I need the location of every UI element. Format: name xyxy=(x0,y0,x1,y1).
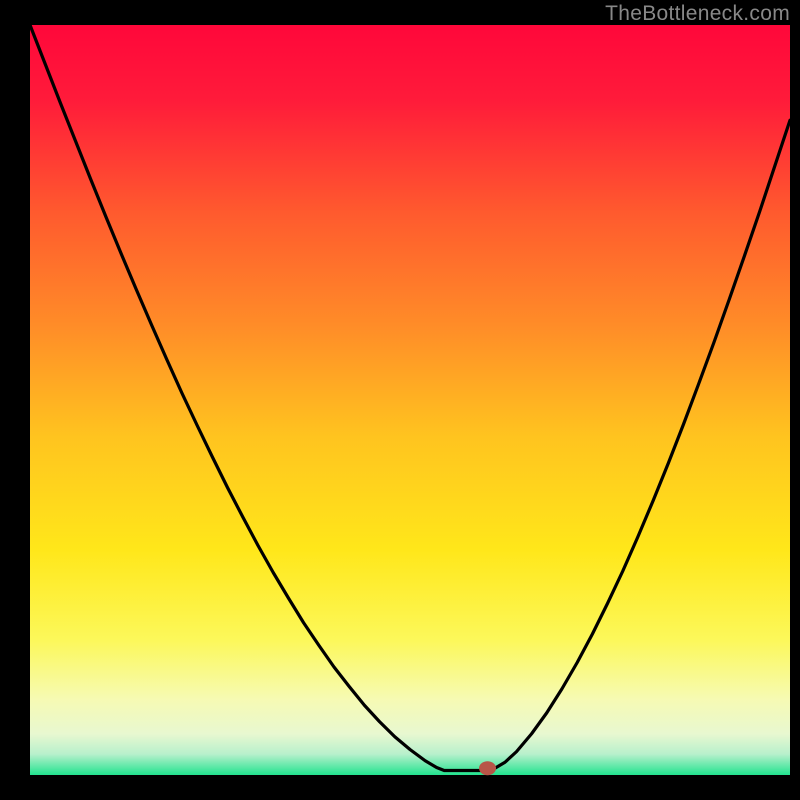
watermark-text: TheBottleneck.com xyxy=(605,2,790,26)
gradient-background xyxy=(30,25,790,775)
bottleneck-chart xyxy=(0,0,800,800)
optimal-point-marker xyxy=(480,762,496,775)
